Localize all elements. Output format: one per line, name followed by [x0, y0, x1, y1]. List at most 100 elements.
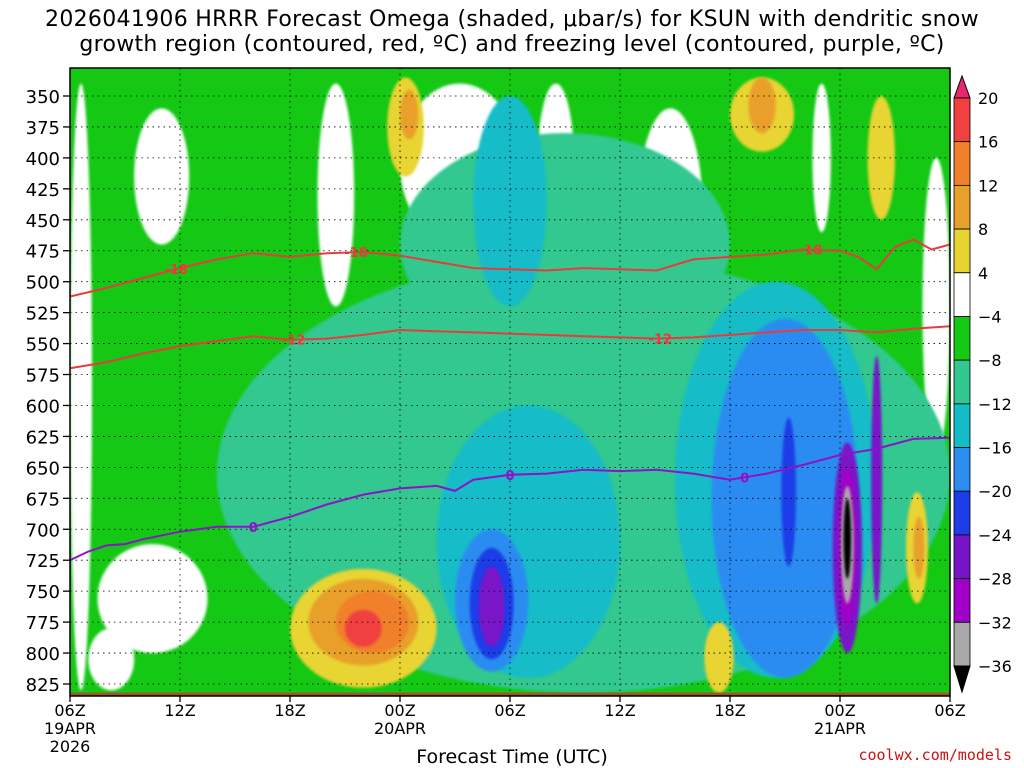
x-tick-label-8: 06Z: [934, 701, 965, 720]
x-tick-sublabel-7-0: 21APR: [814, 719, 866, 738]
colorbar-swatch-10: [953, 490, 971, 536]
omega-colorbar: 20 16 12 8 4 −4 −8 −12 −16 −20 −24 −28 −32 −36: [953, 74, 1012, 694]
y-tick-label-775: 775: [26, 613, 60, 634]
y-tick-label-825: 825: [26, 675, 60, 696]
contour-label--18-0: -18: [165, 263, 189, 278]
x-axis-title: Forecast Time (UTC): [416, 746, 608, 768]
x-tick-label-1: 12Z: [164, 701, 195, 720]
y-tick-label-525: 525: [26, 304, 60, 325]
plot-axes: 350 375 400 425 450 475 500 525 550 575 600 625 650 6…: [26, 67, 966, 756]
x-tick-sublabel-0-1: 2026: [50, 737, 91, 756]
contour-line--18: [70, 238, 950, 298]
colorbar-label-10: −24: [978, 526, 1012, 545]
contour-label--18-1: -18: [344, 246, 368, 261]
colorbar-swatch-2: [953, 141, 971, 186]
omega-region-white-1: [134, 108, 190, 245]
colorbar-swatch-4: [953, 228, 971, 274]
colorbar-swatch-6: [953, 316, 971, 361]
omega-region-16_to_20-21: [345, 609, 382, 647]
y-tick-label-650: 650: [26, 458, 60, 479]
contour-label--12-1: -12: [649, 333, 673, 348]
y-tick-label-700: 700: [26, 520, 60, 541]
omega-region-white-9: [922, 157, 950, 455]
y-tick-label-675: 675: [26, 489, 60, 510]
x-tick-label-2: 18Z: [274, 701, 305, 720]
omega-region-8_to_12-35: [913, 516, 925, 579]
omega-region-white-8: [812, 83, 831, 233]
colorbar-swatch-11: [953, 534, 971, 580]
y-tick-label-475: 475: [26, 242, 60, 263]
contour-label--18-2: -18: [799, 244, 823, 259]
y-tick-label-750: 750: [26, 582, 60, 603]
colorbar-label-0: 20: [978, 89, 998, 108]
omega-region-white-5: [317, 83, 355, 307]
omega-region-white-11: [88, 628, 135, 691]
colorbar-swatch-7: [953, 359, 971, 405]
omega-region-8_to_12-23: [400, 89, 419, 140]
contour-label-0-1: 0: [505, 469, 514, 484]
omega-region--28_to_-24-33: [871, 355, 883, 604]
colorbar-swatch-3: [953, 184, 971, 230]
colorbar-label-8: −16: [978, 439, 1012, 458]
colorbar-swatch-5: [953, 272, 971, 317]
contour-label-0-2: 0: [740, 471, 749, 486]
x-tick-sublabel-0-0: 19APR: [44, 719, 96, 738]
y-tick-label-350: 350: [26, 87, 60, 108]
colorbar-bottom-arrow: [953, 665, 971, 694]
colorbar-label-13: −36: [978, 657, 1012, 676]
colorbar-swatch-1: [953, 97, 971, 143]
y-tick-label-400: 400: [26, 149, 60, 170]
y-tick-label-500: 500: [26, 273, 60, 294]
omega-region-white-7: [70, 83, 92, 691]
ground-surface: [70, 692, 950, 696]
y-tick-label-425: 425: [26, 180, 60, 201]
contour-label-0-0: 0: [249, 521, 258, 536]
contour-line-0: [70, 436, 950, 562]
colorbar-swatch-9: [953, 447, 971, 492]
x-tick-label-7: 00Z: [824, 701, 855, 720]
source-credit: coolwx.com/models: [858, 746, 1012, 764]
omega-region-white-0: [97, 544, 208, 654]
colorbar-top-arrow: [953, 74, 971, 99]
colorbar-label-3: 8: [978, 220, 988, 239]
colorbar-swatch-12: [953, 578, 971, 623]
colorbar-label-7: −12: [978, 395, 1012, 414]
plot-grid: [70, 68, 950, 696]
colorbar-label-12: −32: [978, 613, 1012, 632]
x-tick-label-5: 12Z: [604, 701, 635, 720]
contour-label--12-0: -12: [282, 334, 306, 349]
colorbar-swatch-13: [953, 621, 971, 667]
x-tick-label-4: 06Z: [494, 701, 525, 720]
omega-region-4_to_8-36: [704, 622, 734, 693]
omega-region--12_to_-8-13: [400, 133, 730, 356]
colorbar-label-2: 12: [978, 176, 998, 195]
colorbar-label-6: −8: [978, 351, 1002, 370]
y-tick-label-450: 450: [26, 211, 60, 232]
colorbar-label-4: 4: [978, 264, 988, 283]
x-tick-label-6: 18Z: [714, 701, 745, 720]
x-tick-label-3: 00Z: [384, 701, 415, 720]
x-tick-sublabel-3-0: 20APR: [374, 719, 426, 738]
omega-region--28_to_-24-26: [478, 566, 505, 647]
contour-line--12: [70, 325, 950, 370]
y-tick-label-625: 625: [26, 427, 60, 448]
y-tick-label-600: 600: [26, 396, 60, 417]
colorbar-label-5: −4: [978, 307, 1002, 326]
colorbar-label-1: 16: [978, 133, 998, 152]
chart-title-line-2: growth region (contoured, red, ºC) and f…: [79, 32, 945, 57]
omega-region--24_to_-20-28: [781, 417, 797, 567]
colorbar-label-11: −28: [978, 570, 1012, 589]
colorbar-label-9: −20: [978, 482, 1012, 501]
chart-title-line-1: 2026041906 HRRR Forecast Omega (shaded, …: [45, 7, 979, 32]
y-tick-label-725: 725: [26, 551, 60, 572]
omega-region-<_-36-32: [843, 498, 851, 579]
y-tick-label-550: 550: [26, 335, 60, 356]
y-tick-label-800: 800: [26, 644, 60, 665]
omega-region-8_to_12-38: [748, 77, 776, 134]
temperature-contours: -18 -18 -18 -12 -12 0 0 0: [70, 238, 950, 562]
y-tick-label-575: 575: [26, 366, 60, 387]
x-tick-label-0: 06Z: [54, 701, 85, 720]
y-tick-label-375: 375: [26, 118, 60, 139]
colorbar-swatch-8: [953, 403, 971, 448]
